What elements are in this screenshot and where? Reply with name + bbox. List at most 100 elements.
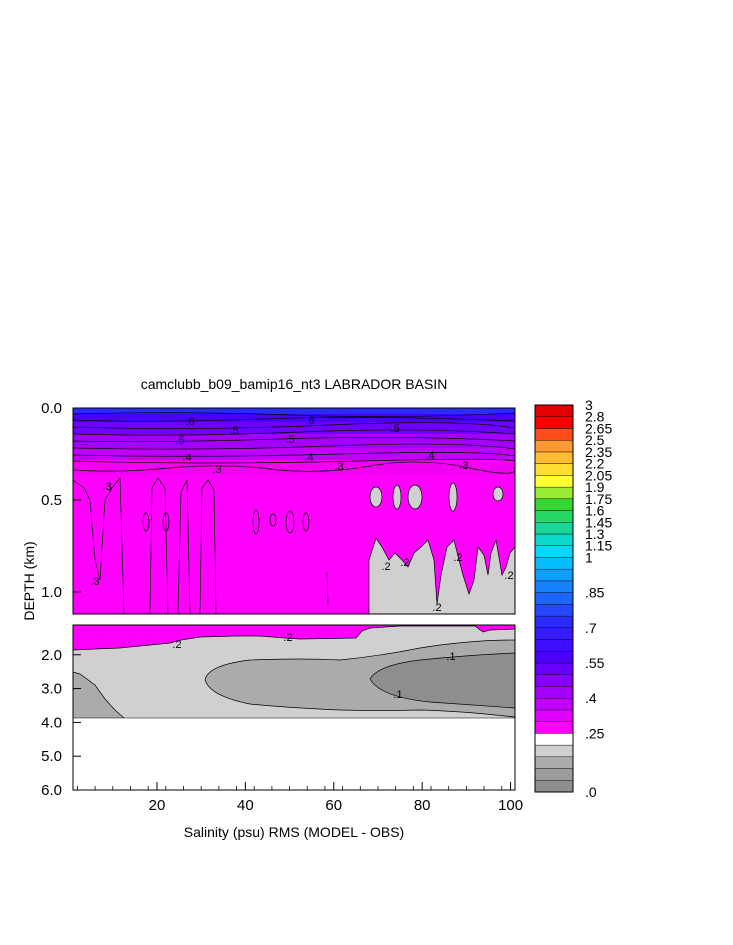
contour-label: .5	[175, 435, 184, 447]
upper-panel: .6 .6 .5 .5 .5 .5 .4 .4 .4 .3 .3 .3 .3 .…	[73, 408, 515, 614]
colorbar-swatch	[534, 545, 574, 558]
colorbar-swatch	[534, 744, 574, 758]
colorbar-frame	[534, 404, 574, 793]
upper-contour-labels: .6 .6 .5 .5 .5 .5 .4 .4 .4 .3 .3 .3 .3 .…	[90, 415, 513, 614]
upper-y-tick-label: 0.0	[41, 400, 62, 417]
lower-grey-dark-corner	[73, 672, 124, 718]
colorbar-swatch	[534, 416, 574, 429]
colorbar-swatch	[534, 674, 574, 687]
x-tick-label: 40	[237, 797, 254, 814]
colorbar-swatch	[534, 439, 574, 453]
colorbar-swatch	[534, 486, 574, 500]
colorbar-swatch	[534, 404, 574, 417]
chart-title: camclubb_b09_bamip16_nt3 LABRADOR BASIN	[141, 376, 448, 392]
colorbar-label: .25	[585, 725, 605, 741]
contour-label: .3	[102, 481, 111, 493]
colorbar-swatch	[534, 604, 574, 617]
colorbar-swatch	[534, 592, 574, 605]
colorbar-label: 2.8	[585, 409, 605, 425]
lower-magenta-region	[73, 625, 515, 650]
contour-label: .1	[446, 651, 455, 663]
colorbar-swatch	[534, 557, 574, 570]
lower-y-tick-label: 4.0	[41, 714, 62, 731]
colorbar-label: 1.3	[585, 526, 605, 542]
colorbar-swatch	[534, 451, 574, 464]
axes-layer: 20 40 60 80 100 0.0 0.5 1.0 2.0 3.0 4.0 5.0 6.0	[41, 400, 523, 814]
contour-label: .2	[400, 557, 409, 569]
colorbar-swatch	[534, 463, 574, 476]
colorbar-swatch	[534, 510, 574, 523]
colorbar-label: 3	[585, 397, 593, 413]
x-tick-label: 100	[498, 797, 523, 814]
contour-label: .2	[283, 632, 292, 644]
lower-y-tick-label: 3.0	[41, 681, 62, 698]
colorbar-swatch	[534, 651, 574, 664]
colorbar-swatch	[534, 615, 574, 629]
colorbar-swatch	[534, 756, 574, 769]
contour-label: .6	[185, 416, 194, 428]
colorbar-label: 1.6	[585, 503, 605, 519]
colorbar-swatch	[534, 709, 574, 722]
upper-band-blue	[73, 408, 515, 414]
colorbar-swatch	[534, 568, 574, 582]
x-axis-label: Salinity (psu) RMS (MODEL - OBS)	[184, 824, 404, 840]
colorbar-swatch	[534, 533, 574, 546]
colorbar-swatch	[534, 686, 574, 699]
colorbar-label: 2.05	[585, 467, 612, 483]
x-tick-label: 80	[414, 797, 431, 814]
colorbar-label: 1.45	[585, 514, 612, 530]
colorbar-swatch	[534, 697, 574, 711]
contour-label: .1	[393, 689, 402, 701]
x-tick-label: 60	[325, 797, 342, 814]
contour-label: .4	[304, 452, 313, 464]
colorbar-label: .55	[585, 655, 605, 671]
colorbar-label: 2.35	[585, 444, 612, 460]
lower-grey-dark-region	[370, 653, 515, 708]
colorbar-label: 1	[585, 549, 593, 565]
colorbar-swatch	[534, 627, 574, 640]
contour-label: .5	[285, 434, 294, 446]
colorbar-swatch	[534, 580, 574, 593]
contour-label: .2	[381, 561, 390, 573]
colorbar-label: 2.5	[585, 432, 605, 448]
lower-y-tick-label: 6.0	[41, 782, 62, 799]
colorbar-label: 1.75	[585, 491, 612, 507]
upper-y-tick-label: 1.0	[41, 584, 62, 601]
contour-label: .3	[212, 464, 221, 476]
x-tick-label: 20	[149, 797, 166, 814]
upper-band-lavender	[73, 448, 515, 460]
colorbar-swatch	[534, 780, 574, 793]
colorbar-label: 2.65	[585, 420, 612, 436]
colorbar-label: .0	[585, 784, 597, 800]
upper-panel-frame	[72, 407, 516, 615]
colorbar-swatch	[534, 522, 574, 535]
contour-label: .3	[459, 460, 468, 472]
colorbar-label: 1.9	[585, 479, 605, 495]
colorbar-swatch	[534, 639, 574, 652]
contour-label: .2	[453, 552, 462, 564]
lower-contour-lines	[73, 625, 515, 719]
colorbar-swatch	[534, 662, 574, 675]
contour-label: .4	[182, 452, 191, 464]
colorbar-swatch	[534, 733, 574, 746]
colorbar-swatch	[534, 768, 574, 781]
colorbar-swatch	[534, 428, 574, 441]
contour-label: .2	[432, 602, 441, 614]
lower-contour-labels: .2 .2 .1 .1	[172, 632, 455, 701]
contour-label: .2	[504, 570, 513, 582]
upper-contour-lines	[73, 412, 515, 614]
contour-label: .6	[305, 415, 314, 427]
contour-label: .3	[90, 576, 99, 588]
colorbar-swatch	[534, 475, 574, 488]
upper-y-tick-label: 0.5	[41, 492, 62, 509]
colorbar-label: .7	[585, 620, 597, 636]
contour-label: .5	[390, 423, 399, 435]
colorbar-label: 2.2	[585, 456, 605, 472]
contour-label: .2	[172, 639, 181, 651]
contour-label: .5	[229, 425, 238, 437]
lower-y-tick-label: 5.0	[41, 748, 62, 765]
contour-label: .4	[425, 450, 434, 462]
lower-panel: .2 .2 .1 .1	[73, 625, 515, 790]
colorbar-label: 1.15	[585, 538, 612, 554]
